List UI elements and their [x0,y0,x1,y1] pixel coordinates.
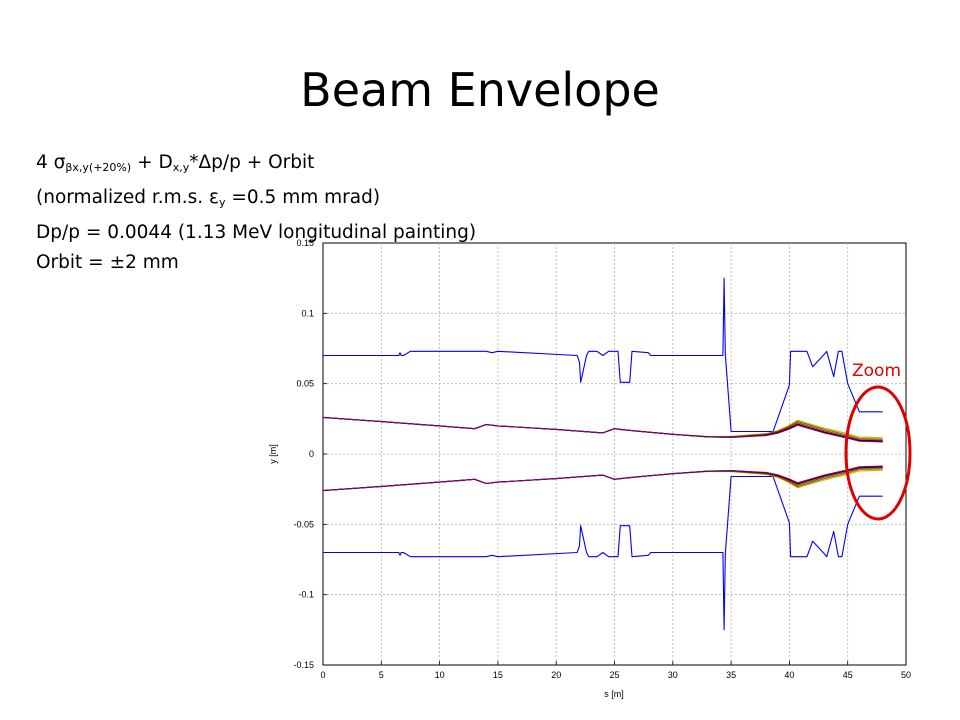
epsilon-symbol: ε [209,187,219,208]
zoom-ellipse [844,385,912,521]
series-line-2 [323,475,883,631]
x-tick-label: 30 [668,670,678,680]
formula-prefix: 4 [36,152,54,173]
y-tick-label: 0.15 [296,238,314,248]
y-tick-label: 0.05 [296,379,314,389]
dispersion-subscript: x,y [172,161,190,174]
grid-lines [323,243,906,665]
momentum-spread-line: Dp/p = 0.0044 (1.13 MeV longitudinal pai… [36,222,477,243]
emittance-prefix: (normalized r.m.s. [36,187,209,208]
slide-title: Beam Envelope [300,63,660,117]
y-tick-label: -0.15 [293,660,314,670]
x-tick-label: 40 [784,670,794,680]
sigma-symbol: σ [53,152,66,173]
series-group [322,277,883,631]
series-line-1 [323,277,883,433]
x-axis-label: s [m] [604,689,624,699]
y-tick-label: 0 [309,449,314,459]
slide-notes: 4 σβx,y(+20%) + Dx,y*Δp/p + Orbit (norma… [36,148,476,278]
zoom-label: Zoom [852,361,902,381]
formula-suffix: *Δp/p + Orbit [189,152,315,173]
x-tick-label: 25 [609,670,619,680]
formula-mid: + D [131,152,173,173]
plot-frame [322,242,907,666]
orbit-line: Orbit = ±2 mm [36,252,179,273]
y-axis-label: y [m] [268,444,278,464]
x-ticks: 0 5 10 15 20 25 30 35 40 45 50 [320,661,911,680]
x-tick-label: 5 [379,670,384,680]
y-tick-label: -0.1 [298,590,314,600]
y-ticks: -0.15 -0.1 -0.05 0 0.05 0.1 0.15 [293,238,327,670]
x-tick-label: 15 [493,670,503,680]
x-tick-label: 35 [726,670,736,680]
x-tick-label: 0 [320,670,325,680]
series-line-7 [322,416,883,443]
formula-line: 4 σβx,y(+20%) + Dx,y*Δp/p + Orbit [36,148,476,183]
x-tick-label: 45 [843,670,853,680]
series-line-12 [322,465,883,492]
sigma-subscript: βx,y(+20%) [65,161,132,174]
epsilon-subscript: y [219,196,226,209]
emittance-line: (normalized r.m.s. εy =0.5 mm mrad) [36,183,476,218]
x-tick-label: 50 [901,670,911,680]
y-tick-label: 0.1 [301,308,314,318]
emittance-suffix: =0.5 mm mrad) [225,187,381,208]
y-tick-label: -0.05 [293,519,314,529]
x-tick-label: 10 [435,670,445,680]
x-tick-label: 20 [551,670,561,680]
